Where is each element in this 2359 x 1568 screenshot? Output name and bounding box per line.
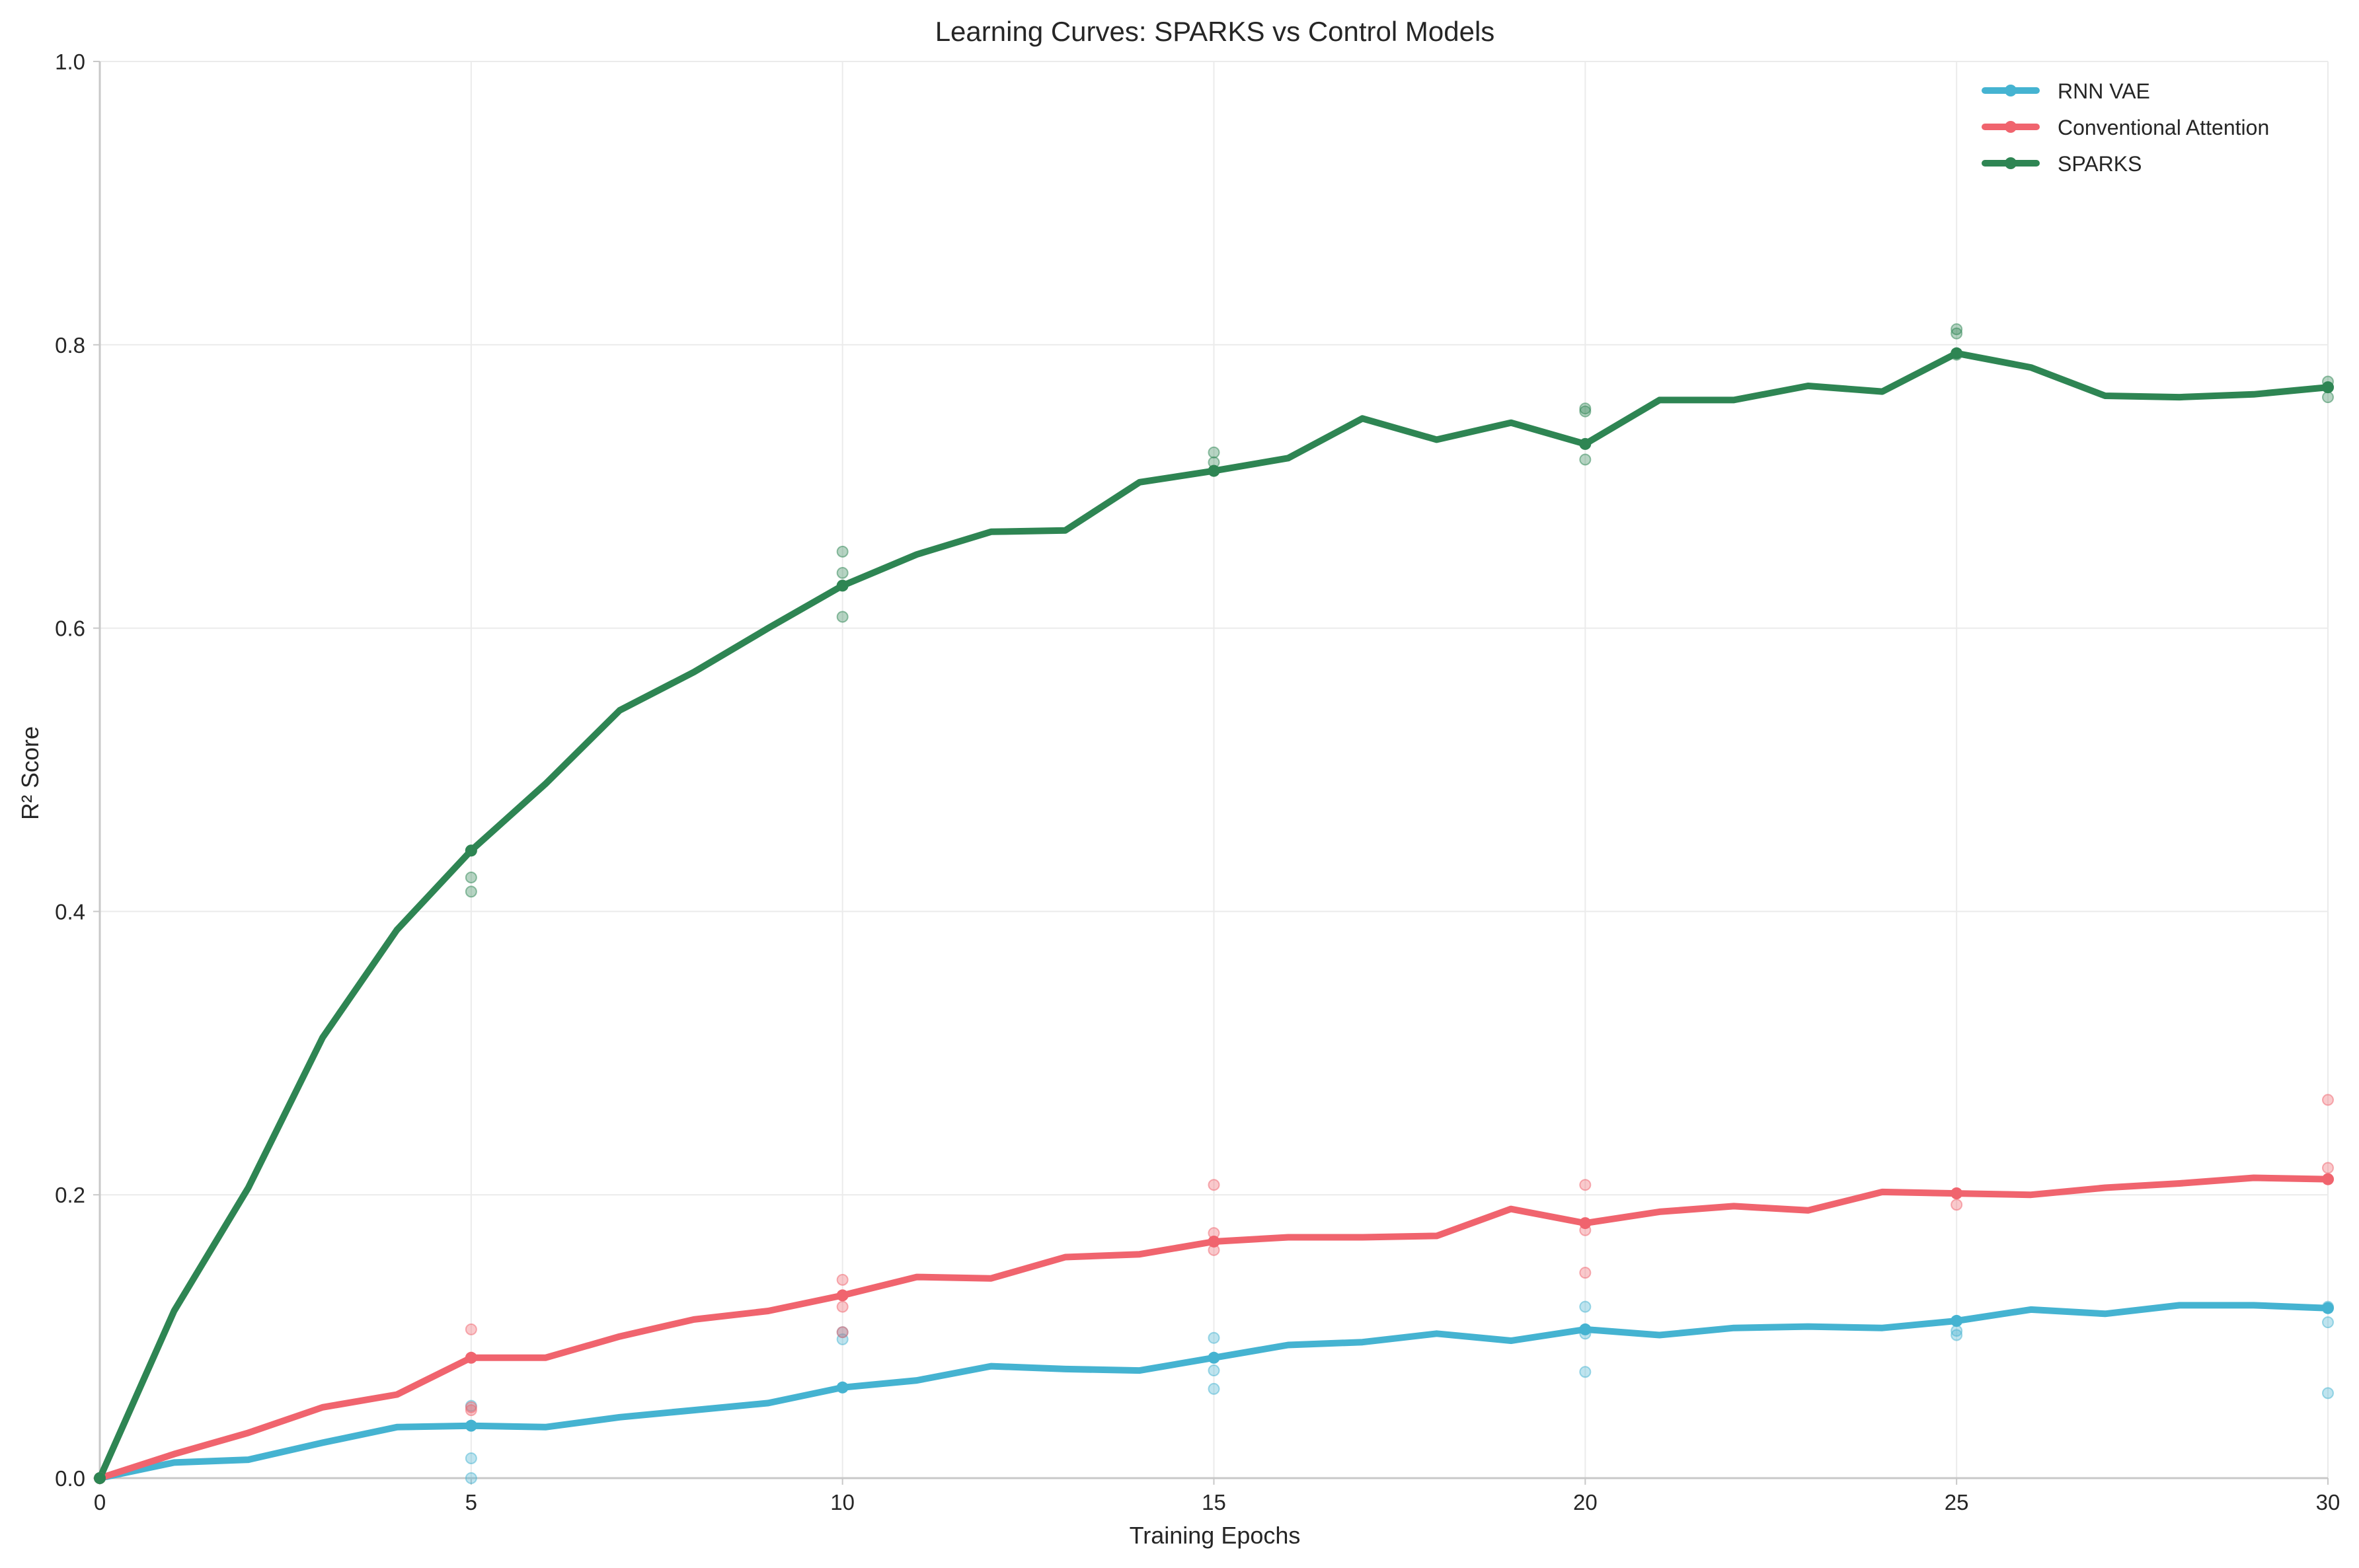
legend-marker-rnn-vae	[2005, 85, 2017, 96]
chart-title: Learning Curves: SPARKS vs Control Model…	[935, 16, 1495, 47]
legend-marker-sparks	[2005, 157, 2017, 169]
conventional-attention-run-point	[836, 1326, 849, 1339]
y-tick-label: 0.6	[55, 616, 85, 641]
sparks-run-point	[1579, 402, 1592, 415]
conventional-attention-run-point	[2322, 1162, 2334, 1174]
x-tick-label: 10	[830, 1490, 855, 1514]
rnn-vae-run-point	[1951, 1329, 1963, 1341]
rnn-vae-run-point	[2322, 1387, 2334, 1400]
x-tick-label: 5	[465, 1490, 477, 1514]
conventional-attention-marker	[465, 1351, 477, 1364]
y-tick-label: 0.8	[55, 333, 85, 357]
sparks-marker	[1951, 347, 1963, 359]
rnn-vae-marker	[836, 1381, 849, 1394]
rnn-vae-marker	[1208, 1351, 1220, 1364]
rnn-vae-run-point	[1579, 1366, 1592, 1378]
conventional-attention-run-point	[836, 1273, 849, 1286]
sparks-run-point	[2322, 391, 2334, 404]
rnn-vae-run-point	[1579, 1300, 1592, 1313]
conventional-attention-marker	[1208, 1235, 1220, 1248]
sparks-marker	[2322, 381, 2334, 394]
rnn-vae-marker	[1951, 1315, 1963, 1327]
conventional-attention-run-point	[1208, 1179, 1220, 1191]
rnn-vae-run-point	[465, 1472, 477, 1484]
series-markers	[94, 347, 2334, 1484]
x-tick-label: 30	[2316, 1490, 2340, 1514]
x-tick-label: 25	[1945, 1490, 1969, 1514]
conventional-attention-run-point	[465, 1401, 477, 1413]
sparks-marker	[94, 1472, 106, 1484]
y-tick-label: 0.2	[55, 1183, 85, 1207]
conventional-attention-run-point	[1579, 1267, 1592, 1279]
x-axis-label: Training Epochs	[1130, 1522, 1301, 1549]
rnn-vae-run-point	[1208, 1382, 1220, 1395]
rnn-vae-run-point	[1208, 1364, 1220, 1377]
conventional-attention-run-point	[465, 1404, 477, 1417]
rnn-vae-marker	[465, 1419, 477, 1432]
conventional-attention-marker	[1951, 1187, 1963, 1200]
run-scatter-points	[465, 323, 2334, 1484]
sparks-run-point	[1579, 453, 1592, 466]
sparks-marker	[836, 579, 849, 592]
rnn-vae-run-point	[465, 1452, 477, 1464]
sparks-run-point	[1579, 405, 1592, 418]
conventional-attention-marker	[836, 1289, 849, 1302]
y-axis-label: R² Score	[17, 726, 44, 820]
grid	[100, 61, 2329, 1478]
x-tick-labels: 0 5 10 15 20 25 30	[94, 1478, 2340, 1514]
legend: RNN VAE Conventional Attention SPARKS	[1982, 79, 2269, 176]
sparks-run-point	[836, 611, 849, 623]
x-tick-label: 15	[1202, 1490, 1226, 1514]
sparks-run-point	[1951, 323, 1963, 336]
sparks-run-point	[465, 885, 477, 898]
y-tick-labels: 0.0 0.2 0.4 0.6 0.8 1.0	[55, 50, 100, 1491]
legend-marker-conventional-attention	[2005, 121, 2017, 133]
legend-label-conventional-attention: Conventional Attention	[2058, 116, 2269, 139]
y-tick-label: 0.4	[55, 899, 85, 924]
rnn-vae-run-point	[2322, 1316, 2334, 1329]
sparks-marker	[1579, 437, 1592, 450]
x-tick-label: 20	[1573, 1490, 1598, 1514]
rnn-vae-marker	[1579, 1323, 1592, 1335]
conventional-attention-run-point	[1951, 1199, 1963, 1211]
rnn-vae-run-point	[1208, 1331, 1220, 1344]
conventional-attention-run-point	[1579, 1179, 1592, 1191]
sparks-marker	[465, 844, 477, 857]
y-tick-label: 1.0	[55, 50, 85, 74]
conventional-attention-marker	[1579, 1217, 1592, 1230]
sparks-run-point	[836, 545, 849, 558]
conventional-attention-run-point	[2322, 1094, 2334, 1106]
conventional-attention-marker	[2322, 1173, 2334, 1185]
conventional-attention-run-point	[465, 1323, 477, 1335]
x-tick-label: 0	[94, 1490, 106, 1514]
rnn-vae-marker	[2322, 1302, 2334, 1314]
y-tick-label: 0.0	[55, 1466, 85, 1491]
rnn-vae-run-point	[1951, 1325, 1963, 1337]
legend-label-rnn-vae: RNN VAE	[2058, 79, 2150, 103]
sparks-run-point	[1951, 327, 1963, 340]
sparks-run-point	[1208, 446, 1220, 459]
conventional-attention-run-point	[836, 1300, 849, 1313]
sparks-run-point	[465, 871, 477, 883]
sparks-marker	[1208, 465, 1220, 477]
sparks-run-point	[836, 566, 849, 579]
legend-label-sparks: SPARKS	[2058, 152, 2142, 176]
